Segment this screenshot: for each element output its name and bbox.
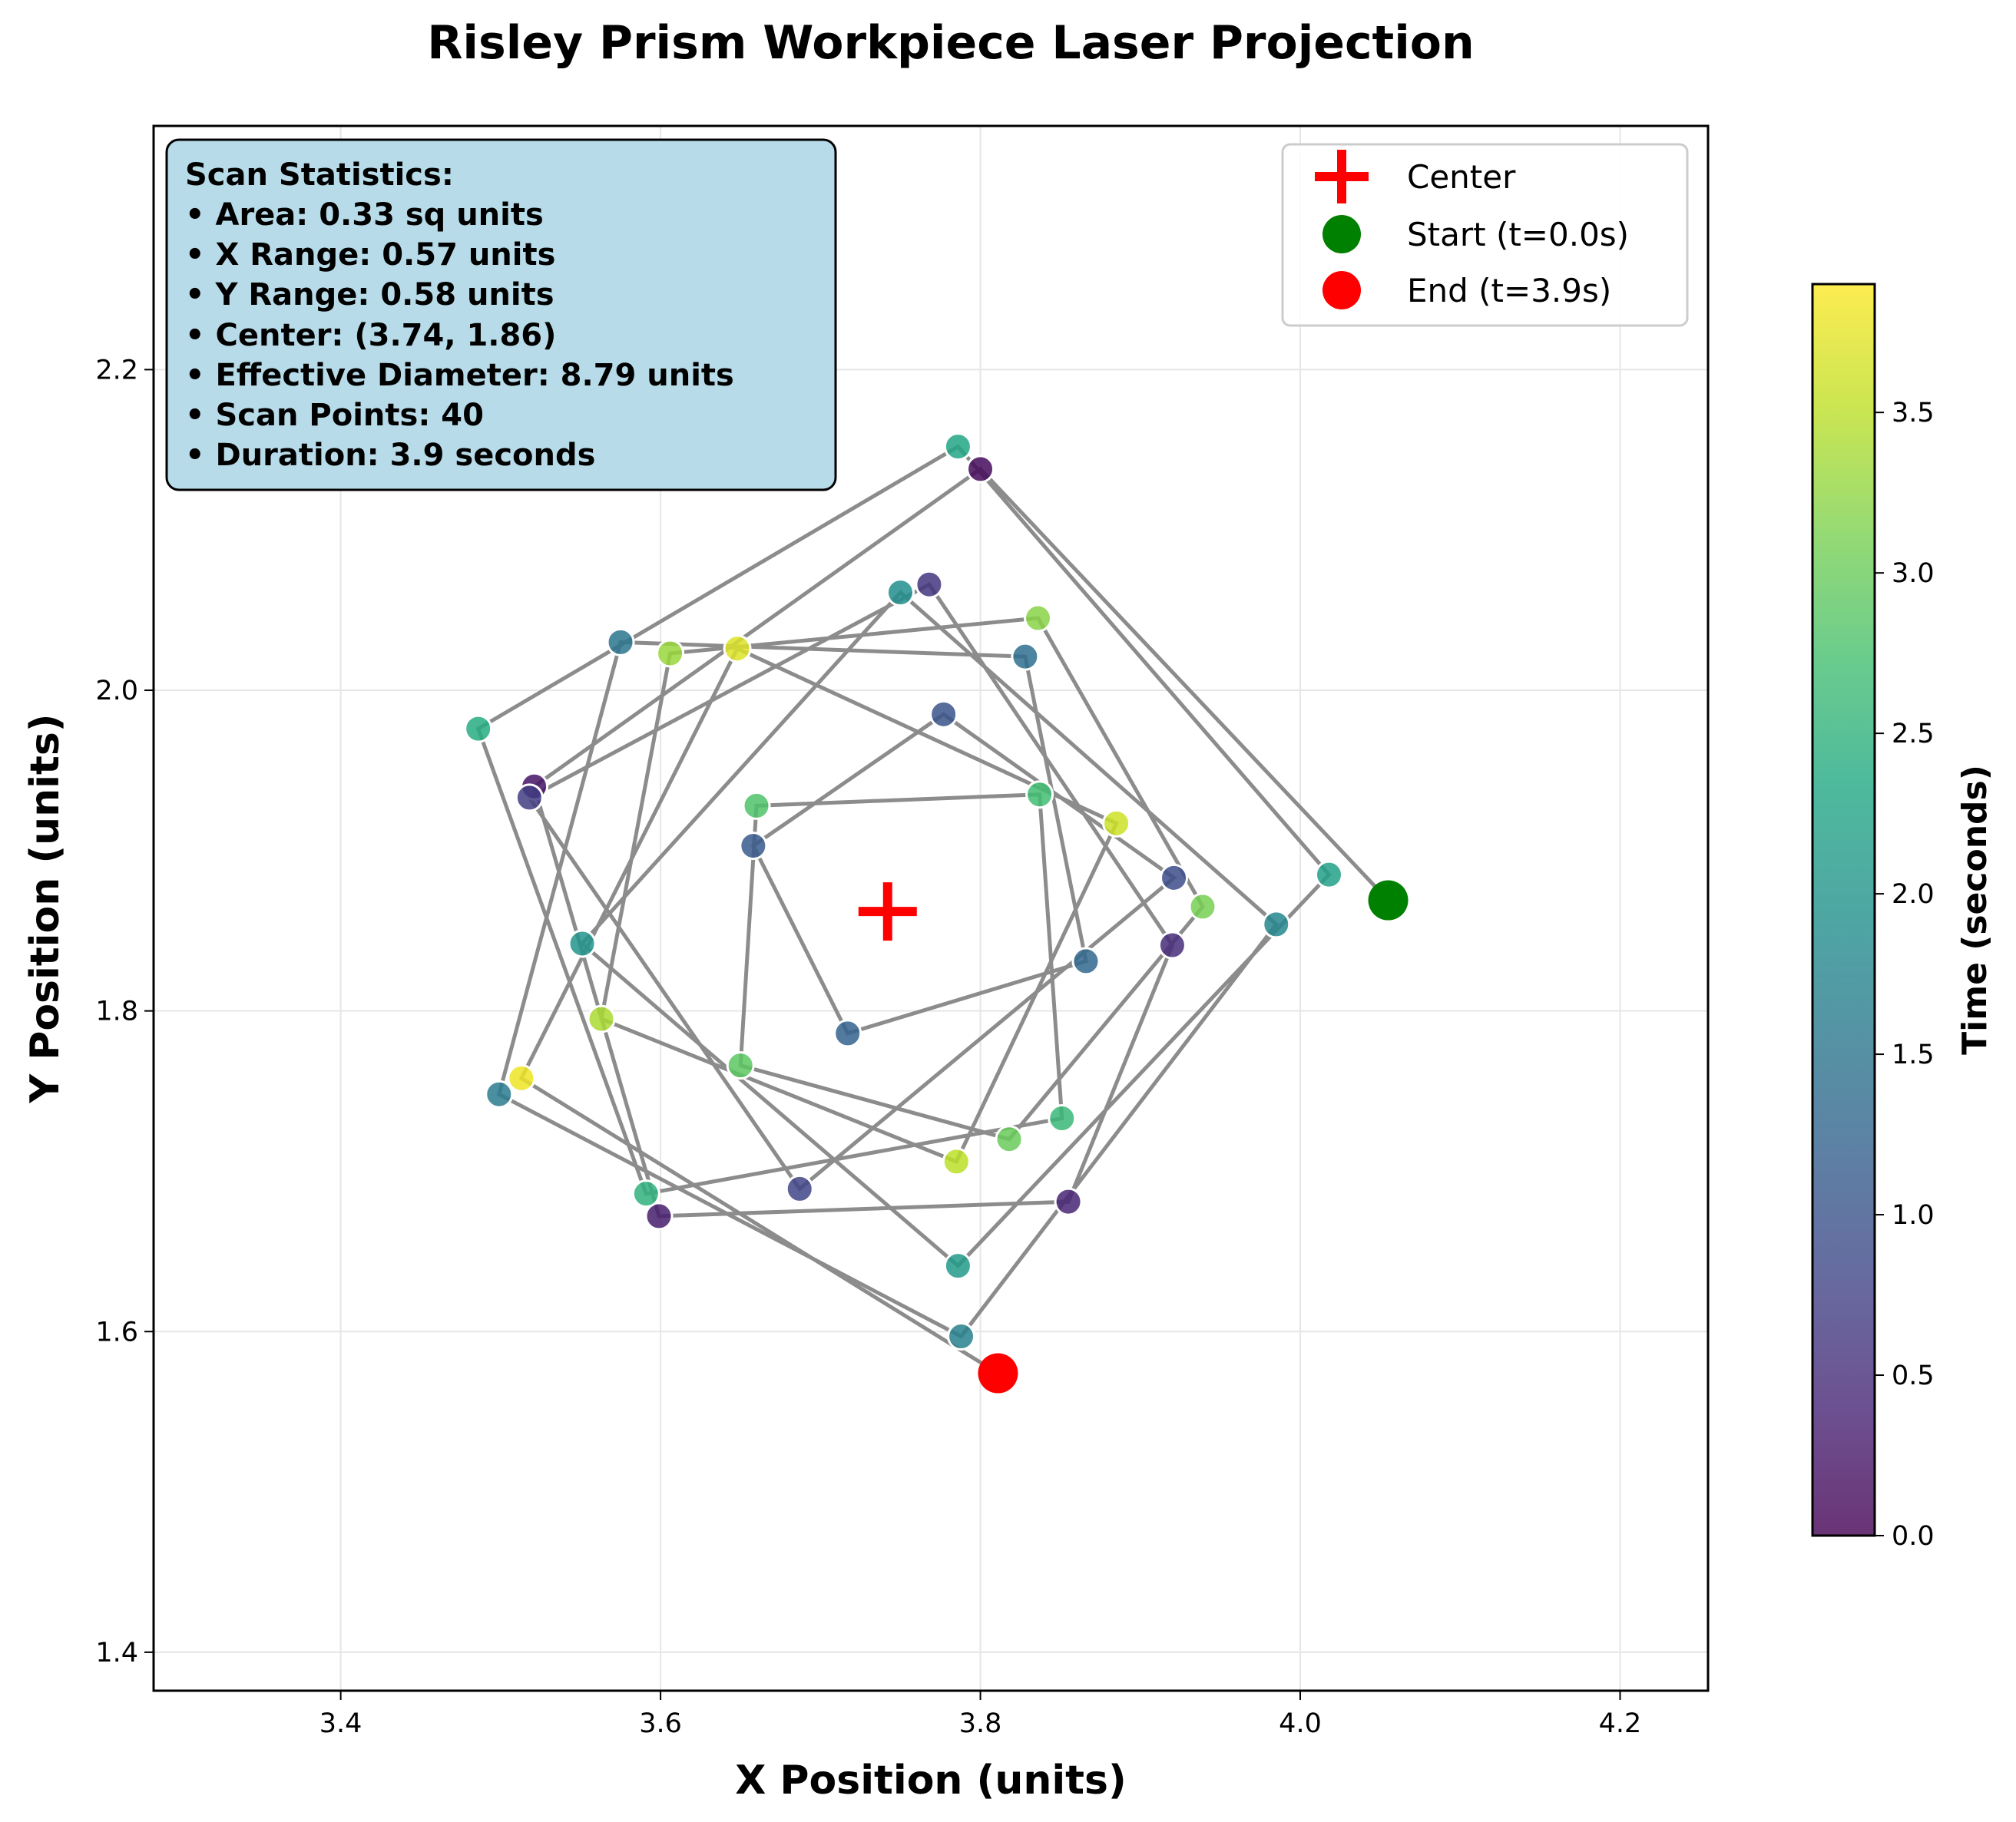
scan-point	[943, 432, 972, 461]
colorbar-ticks: 0.0 0.5 1.0 1.5 2.0 2.5 3.0 3.5	[1875, 398, 1935, 1552]
y-tick-label: 2.2	[95, 355, 138, 385]
chart-title: Risley Prism Workpiece Laser Projection	[427, 16, 1475, 70]
scan-point	[1160, 863, 1189, 892]
end-marker	[978, 1353, 1018, 1394]
scan-point	[1048, 1104, 1077, 1133]
x-axis-label: X Position (units)	[735, 1758, 1127, 1804]
scan-point	[1054, 1187, 1083, 1216]
stats-line: • Effective Diameter: 8.79 units	[185, 358, 734, 393]
colorbar-tick-label: 3.5	[1892, 398, 1935, 428]
scan-point	[464, 714, 493, 743]
scan-point	[966, 455, 995, 484]
legend-end-label: End (t=3.9s)	[1407, 272, 1611, 309]
colorbar-tick-label: 2.0	[1892, 879, 1935, 910]
scan-point	[1157, 931, 1187, 960]
scan-point	[1071, 947, 1101, 976]
y-tick-label: 1.8	[95, 997, 138, 1027]
colorbar-tick-label: 1.5	[1892, 1040, 1935, 1070]
y-tick-label: 1.6	[95, 1317, 138, 1347]
plot-area-frame	[152, 124, 1710, 1692]
stats-line: • X Range: 0.57 units	[185, 237, 555, 273]
axis-ticks: 3.4 3.6 3.8 4.0 4.2 1.4 1.6 1.8 2.0 2.2	[95, 355, 1641, 1739]
scan-point	[568, 929, 597, 958]
scan-point	[886, 578, 915, 607]
colorbar-tick-label: 2.5	[1892, 719, 1935, 749]
scan-point	[785, 1174, 814, 1203]
scan-point	[587, 1004, 616, 1033]
y-tick-label: 2.0	[95, 676, 138, 706]
scan-point	[742, 791, 771, 820]
stats-box-background	[165, 138, 837, 491]
scan-point	[995, 1125, 1024, 1154]
scan-point	[943, 1252, 972, 1281]
center-marker	[858, 882, 917, 941]
scan-path-line	[475, 444, 1390, 1375]
scan-path	[475, 444, 1390, 1375]
legend-start-label: Start (t=0.0s)	[1407, 216, 1629, 253]
special-markers	[858, 880, 1409, 1394]
legend-start-marker	[1322, 215, 1361, 253]
scan-point	[726, 1051, 755, 1080]
colorbar-tick-label: 3.0	[1892, 558, 1935, 589]
start-marker	[1368, 880, 1409, 921]
scan-point	[485, 1080, 514, 1109]
scan-point	[1188, 892, 1217, 921]
x-tick-label: 4.0	[1279, 1708, 1322, 1739]
scan-point	[1024, 603, 1053, 633]
scan-point	[606, 627, 635, 656]
scan-point	[942, 1147, 971, 1176]
scan-statistics-box: Scan Statistics: • Area: 0.33 sq units •…	[165, 138, 837, 491]
colorbar-tick-label: 0.0	[1892, 1521, 1935, 1552]
scan-point	[507, 1063, 536, 1093]
colorbar	[1811, 283, 1876, 1537]
legend-end-marker	[1322, 271, 1361, 309]
scan-point	[723, 634, 752, 663]
scan-point	[1025, 780, 1054, 809]
stats-line: • Center: (3.74, 1.86)	[185, 318, 556, 353]
scan-point	[1102, 808, 1131, 838]
colorbar-tick-label: 0.5	[1892, 1361, 1935, 1391]
y-tick-label: 1.4	[95, 1638, 138, 1668]
stats-line: Scan Statistics:	[185, 157, 454, 193]
legend-frame	[1281, 143, 1689, 327]
stats-line: • Scan Points: 40	[185, 398, 484, 433]
scan-point	[1011, 642, 1040, 671]
legend: Center Start (t=0.0s) End (t=3.9s)	[1281, 143, 1689, 327]
colorbar-tick-label: 1.0	[1892, 1200, 1935, 1231]
x-tick-label: 3.8	[959, 1708, 1002, 1739]
legend-center-label: Center	[1407, 158, 1516, 196]
scan-point	[656, 639, 685, 668]
stats-line: • Y Range: 0.58 units	[185, 277, 554, 312]
scan-point	[515, 783, 544, 812]
stats-line: • Area: 0.33 sq units	[185, 197, 544, 233]
scan-point	[631, 1179, 660, 1209]
x-tick-label: 3.6	[639, 1708, 682, 1739]
scan-point	[644, 1202, 674, 1231]
scan-point	[929, 699, 958, 729]
scan-point	[1262, 910, 1291, 939]
stats-line: • Duration: 3.9 seconds	[185, 438, 595, 473]
x-tick-label: 4.2	[1599, 1708, 1642, 1739]
scan-point	[833, 1019, 862, 1048]
colorbar-label: Time (seconds)	[1955, 765, 1994, 1055]
scan-point	[947, 1322, 976, 1351]
y-axis-label: Y Position (units)	[22, 713, 68, 1103]
x-tick-label: 3.4	[319, 1708, 362, 1739]
scan-point	[739, 832, 768, 861]
legend-center-marker	[1315, 150, 1369, 203]
scan-point	[915, 570, 944, 599]
scan-point	[1314, 860, 1343, 889]
